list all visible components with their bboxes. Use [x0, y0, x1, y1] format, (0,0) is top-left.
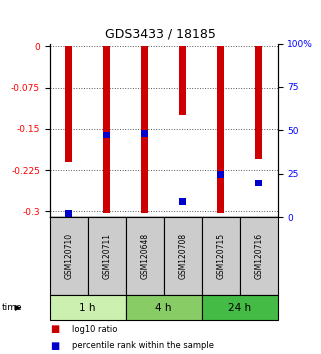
- Bar: [142, 130, 148, 137]
- Bar: [240, 217, 278, 295]
- Bar: [179, 46, 186, 115]
- Text: log10 ratio: log10 ratio: [72, 325, 117, 334]
- Bar: [103, 46, 110, 213]
- Text: GSM120710: GSM120710: [64, 233, 73, 279]
- Bar: [217, 171, 224, 178]
- Bar: [103, 132, 110, 138]
- Bar: [65, 210, 72, 217]
- Text: ■: ■: [50, 341, 59, 351]
- Text: 4 h: 4 h: [155, 303, 172, 313]
- Bar: [202, 295, 278, 320]
- Text: GSM120715: GSM120715: [216, 233, 225, 279]
- Bar: [255, 46, 262, 159]
- Bar: [256, 179, 262, 186]
- Bar: [126, 295, 202, 320]
- Text: 1 h: 1 h: [80, 303, 96, 313]
- Bar: [202, 217, 240, 295]
- Bar: [50, 217, 88, 295]
- Text: GSM120648: GSM120648: [140, 233, 149, 279]
- Text: GSM120708: GSM120708: [178, 233, 187, 279]
- Text: GSM120711: GSM120711: [102, 233, 111, 279]
- Bar: [88, 217, 126, 295]
- Bar: [141, 46, 148, 213]
- Text: 24 h: 24 h: [228, 303, 251, 313]
- Text: GSM120716: GSM120716: [254, 233, 263, 279]
- Bar: [217, 46, 224, 213]
- Bar: [126, 217, 164, 295]
- Text: time: time: [2, 303, 22, 312]
- Bar: [179, 198, 186, 205]
- Text: GDS3433 / 18185: GDS3433 / 18185: [105, 27, 216, 40]
- Text: ■: ■: [50, 324, 59, 335]
- Text: ▶: ▶: [15, 303, 22, 312]
- Bar: [164, 217, 202, 295]
- Text: percentile rank within the sample: percentile rank within the sample: [72, 342, 213, 350]
- Bar: [65, 46, 72, 162]
- Bar: [50, 295, 126, 320]
